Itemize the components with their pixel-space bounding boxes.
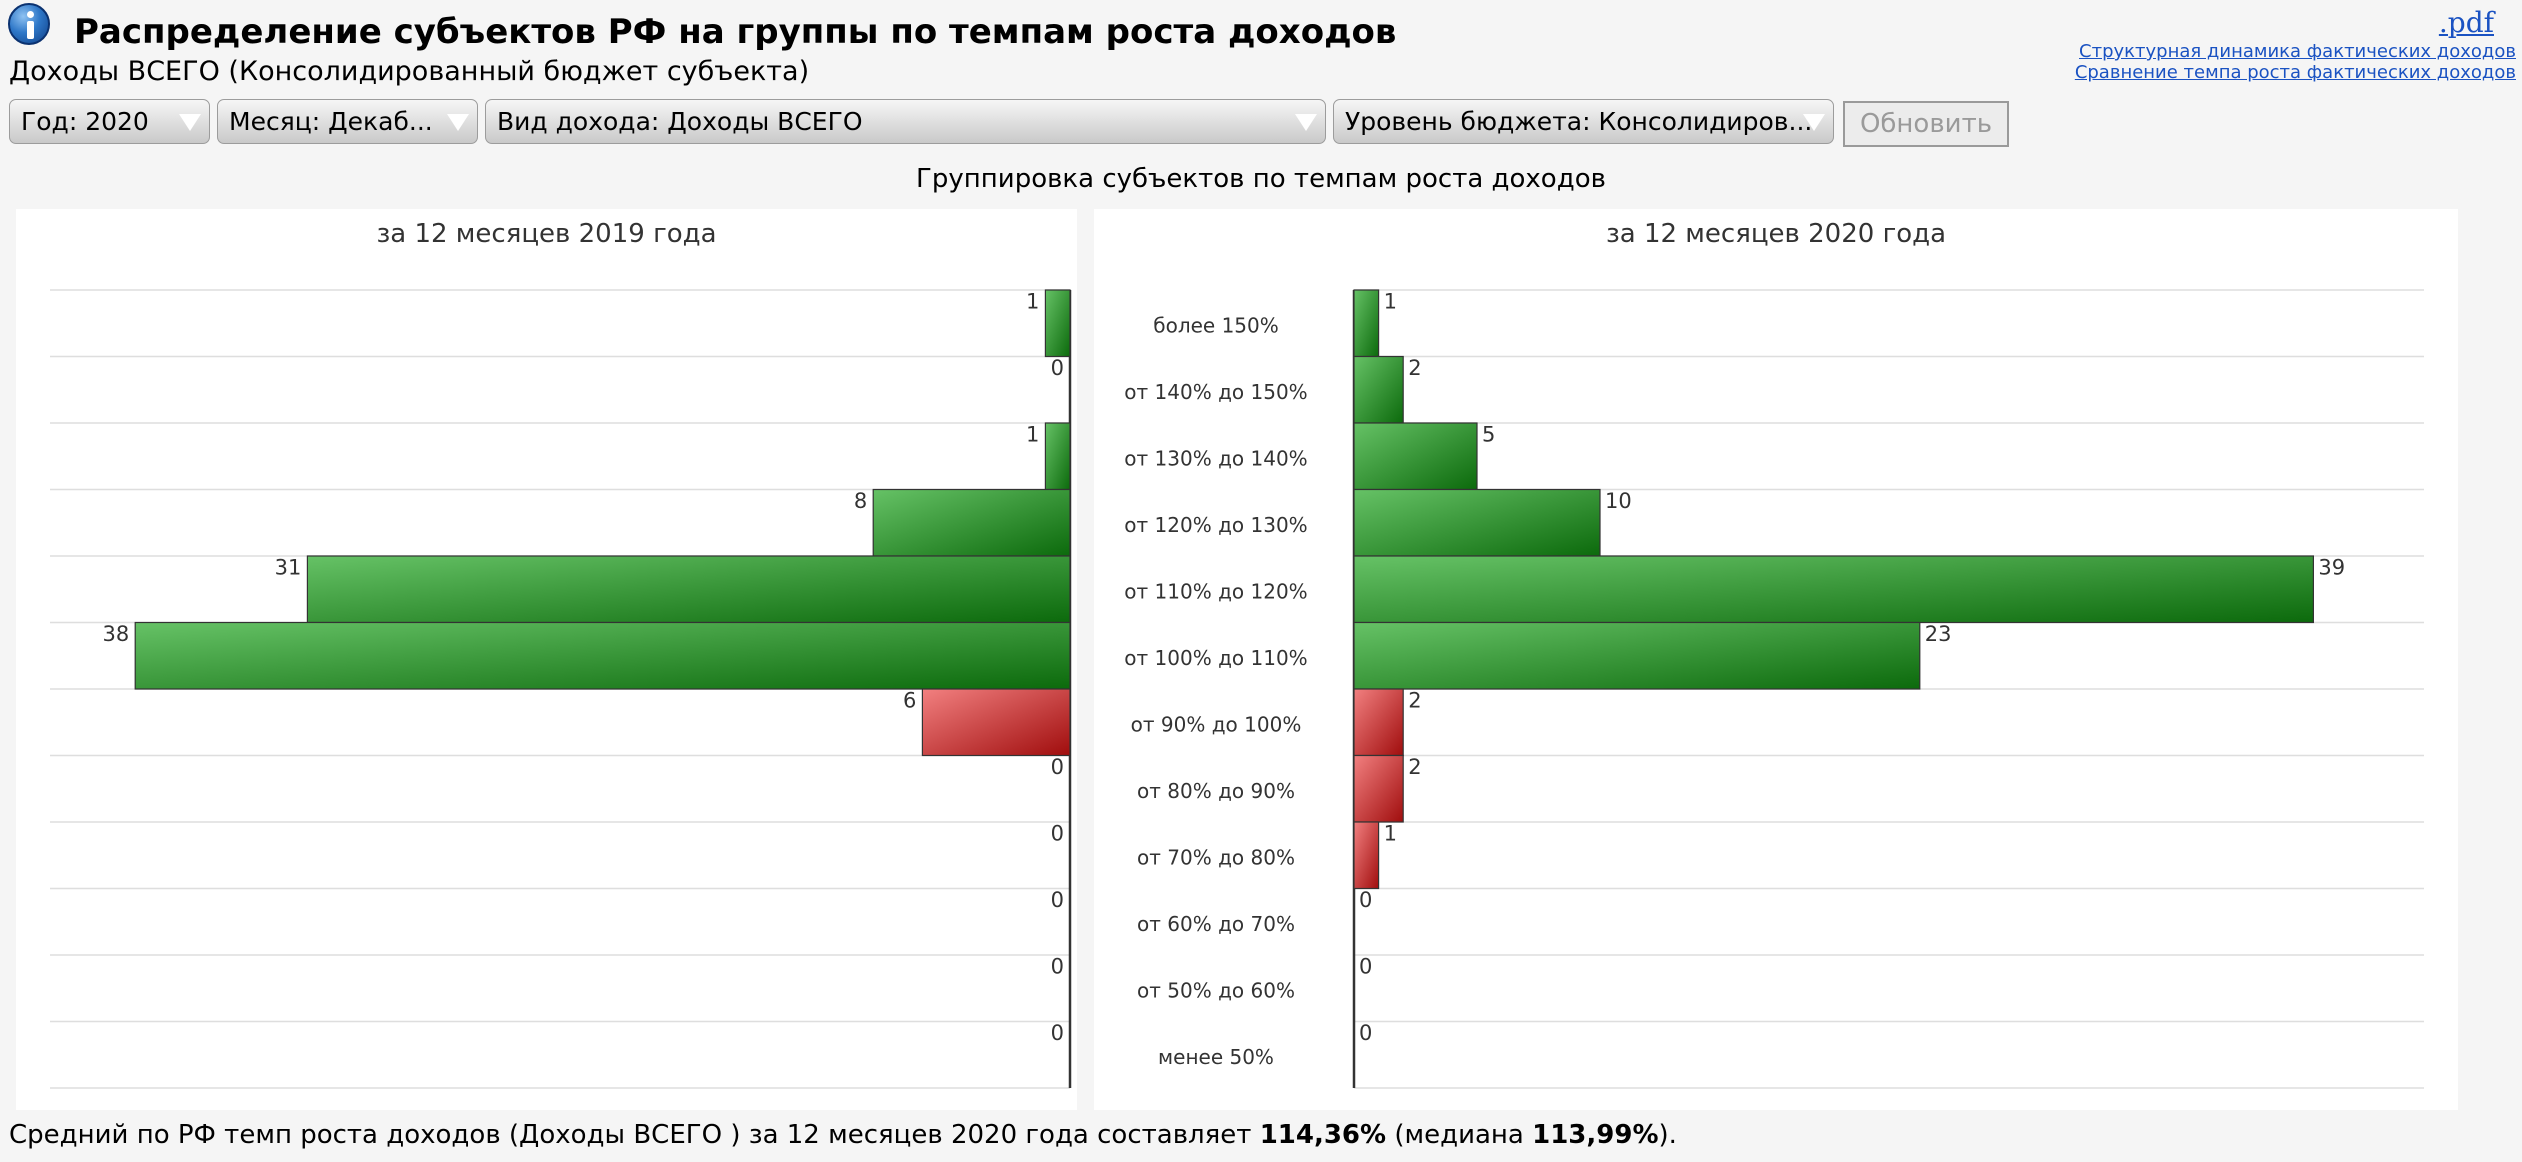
data-label-2020: 0 <box>1359 954 1372 978</box>
structural-dynamics-link[interactable]: Структурная динамика фактических доходов <box>2079 41 2516 62</box>
category-label: от 100% до 110% <box>1124 646 1307 670</box>
chart-title: Группировка субъектов по темпам роста до… <box>916 164 1606 194</box>
data-label-2020: 0 <box>1359 1021 1372 1045</box>
bar-2020 <box>1353 621 1921 690</box>
summary-text: Средний по РФ темп роста доходов (Доходы… <box>9 1120 1677 1150</box>
data-label-2019: 38 <box>102 622 129 646</box>
category-label: от 60% до 70% <box>1137 912 1295 936</box>
category-label: от 140% до 150% <box>1124 380 1307 404</box>
chevron-down-icon <box>1803 114 1825 131</box>
left-chart-title: за 12 месяцев 2019 года <box>376 219 717 249</box>
right-chart-title: за 12 месяцев 2020 года <box>1605 219 1947 249</box>
category-label: от 50% до 60% <box>1137 978 1295 1002</box>
page-subtitle: Доходы ВСЕГО (Консолидированный бюджет с… <box>9 56 810 87</box>
data-label-2019: 0 <box>1051 755 1064 779</box>
summary-median: 113,99% <box>1532 1120 1659 1150</box>
data-label-2020: 1 <box>1384 821 1397 845</box>
bar-2020 <box>1353 355 1404 424</box>
data-label-2020: 2 <box>1408 688 1421 712</box>
data-label-2020: 10 <box>1605 489 1632 513</box>
summary-suffix: ). <box>1658 1120 1677 1150</box>
bar-2020 <box>1353 488 1601 557</box>
bar-2020 <box>1353 754 1404 823</box>
data-label-2019: 0 <box>1051 821 1064 845</box>
category-label: от 130% до 140% <box>1124 446 1307 470</box>
data-label-2020: 39 <box>2318 555 2345 579</box>
data-label-2019: 8 <box>854 489 867 513</box>
bar-2020 <box>1353 422 1478 491</box>
income-type-select-label: Вид дохода: Доходы ВСЕГО <box>497 107 863 136</box>
bar-2019 <box>921 688 1071 757</box>
year-select-label: Год: 2020 <box>21 107 149 136</box>
data-label-2020: 2 <box>1408 755 1421 779</box>
data-label-2019: 0 <box>1051 954 1064 978</box>
chevron-down-icon <box>179 114 201 131</box>
bar-2019 <box>306 555 1071 624</box>
data-label-2019: 0 <box>1051 888 1064 912</box>
data-label-2020: 5 <box>1482 422 1495 446</box>
bar-2019 <box>134 621 1071 690</box>
category-label: менее 50% <box>1158 1045 1274 1069</box>
category-label: более 150% <box>1153 313 1279 337</box>
data-label-2019: 1 <box>1026 422 1039 446</box>
bar-2020 <box>1353 821 1380 890</box>
month-select-label: Месяц: Декаб... <box>229 107 433 136</box>
summary-middle: (медиана <box>1386 1120 1533 1150</box>
data-label-2020: 2 <box>1408 356 1421 380</box>
data-label-2020: 1 <box>1384 289 1397 313</box>
income-type-select[interactable]: Вид дохода: Доходы ВСЕГО <box>485 99 1326 144</box>
bar-2020 <box>1353 555 2315 624</box>
data-label-2019: 0 <box>1051 1021 1064 1045</box>
budget-level-select[interactable]: Уровень бюджета: Консолидиров... <box>1333 99 1834 144</box>
chevron-down-icon <box>1295 114 1317 131</box>
data-label-2019: 6 <box>903 688 916 712</box>
category-label: от 70% до 80% <box>1137 845 1295 869</box>
category-label: от 90% до 100% <box>1131 712 1302 736</box>
summary-average: 114,36% <box>1259 1120 1387 1150</box>
growth-comparison-link[interactable]: Сравнение темпа роста фактических доходо… <box>2074 62 2516 83</box>
bar-2019 <box>872 488 1071 557</box>
budget-level-select-label: Уровень бюджета: Консолидиров... <box>1345 107 1813 136</box>
category-label: от 80% до 90% <box>1137 779 1295 803</box>
category-label: от 110% до 120% <box>1124 579 1307 603</box>
data-label-2019: 0 <box>1051 356 1064 380</box>
bar-2019 <box>1044 289 1071 358</box>
bar-2020 <box>1353 289 1380 358</box>
bar-2020 <box>1353 688 1404 757</box>
data-label-2019: 1 <box>1026 289 1039 313</box>
data-label-2019: 31 <box>275 555 302 579</box>
data-label-2020: 0 <box>1359 888 1372 912</box>
refresh-button[interactable]: Обновить <box>1843 101 2009 147</box>
summary-prefix: Средний по РФ темп роста доходов (Доходы… <box>9 1120 1260 1150</box>
chevron-down-icon <box>447 114 469 131</box>
month-select[interactable]: Месяц: Декаб... <box>217 99 478 144</box>
data-label-2020: 23 <box>1925 622 1952 646</box>
page-title: Распределение субъектов РФ на группы по … <box>74 12 1397 52</box>
category-label: от 120% до 130% <box>1124 513 1307 537</box>
bar-2019 <box>1044 422 1071 491</box>
info-icon[interactable] <box>8 3 50 45</box>
pdf-export-link[interactable]: .pdf <box>2438 6 2494 39</box>
year-select[interactable]: Год: 2020 <box>9 99 210 144</box>
